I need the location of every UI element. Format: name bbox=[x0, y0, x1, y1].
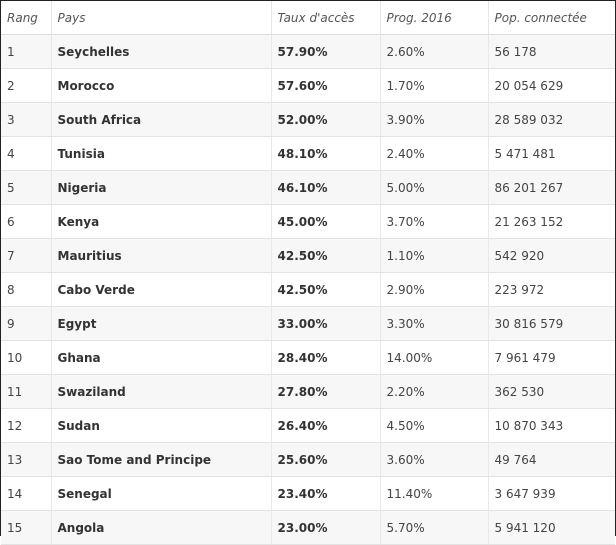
progression-cell: 5.00% bbox=[380, 170, 489, 205]
connected-population-cell: 30 816 579 bbox=[488, 306, 615, 341]
access-rate-cell: 23.40% bbox=[271, 476, 381, 511]
access-rate-cell: 57.60% bbox=[271, 68, 381, 103]
connected-population-cell: 223 972 bbox=[488, 272, 615, 307]
table-row: 14 Senegal 23.40% 11.40% 3 647 939 bbox=[1, 476, 615, 511]
table-row: 15 Angola 23.00% 5.70% 5 941 120 bbox=[1, 510, 615, 545]
header-connected-population: Pop. connectée bbox=[488, 1, 615, 35]
country-cell: Kenya bbox=[51, 204, 272, 239]
country-cell: Sudan bbox=[51, 408, 272, 443]
country-cell: Senegal bbox=[51, 476, 272, 511]
progression-cell: 2.40% bbox=[380, 136, 489, 171]
connected-population-cell: 5 941 120 bbox=[488, 510, 615, 545]
rank-cell: 1 bbox=[1, 34, 52, 69]
access-rate-cell: 45.00% bbox=[271, 204, 381, 239]
connected-population-cell: 3 647 939 bbox=[488, 476, 615, 511]
country-cell: Cabo Verde bbox=[51, 272, 272, 307]
table-row: 2 Morocco 57.60% 1.70% 20 054 629 bbox=[1, 68, 615, 103]
connected-population-cell: 86 201 267 bbox=[488, 170, 615, 205]
table-row: 10 Ghana 28.40% 14.00% 7 961 479 bbox=[1, 340, 615, 375]
table-row: 4 Tunisia 48.10% 2.40% 5 471 481 bbox=[1, 136, 615, 171]
progression-cell: 2.90% bbox=[380, 272, 489, 307]
country-cell: Swaziland bbox=[51, 374, 272, 409]
table-row: 13 Sao Tome and Principe 25.60% 3.60% 49 764 bbox=[1, 442, 615, 477]
connected-population-cell: 20 054 629 bbox=[488, 68, 615, 103]
access-rate-cell: 28.40% bbox=[271, 340, 381, 375]
country-cell: Mauritius bbox=[51, 238, 272, 273]
table-body: 1 Seychelles 57.90% 2.60% 56 178 2 Morocco 57.6… bbox=[1, 34, 615, 545]
rank-cell: 8 bbox=[1, 272, 52, 307]
rank-cell: 11 bbox=[1, 374, 52, 409]
connected-population-cell: 28 589 032 bbox=[488, 102, 615, 137]
header-access-rate: Taux d'accès bbox=[271, 1, 381, 35]
connected-population-cell: 362 530 bbox=[488, 374, 615, 409]
rank-cell: 7 bbox=[1, 238, 52, 273]
access-rate-cell: 48.10% bbox=[271, 136, 381, 171]
progression-cell: 4.50% bbox=[380, 408, 489, 443]
table-row: 7 Mauritius 42.50% 1.10% 542 920 bbox=[1, 238, 615, 273]
access-rate-cell: 52.00% bbox=[271, 102, 381, 137]
connected-population-cell: 10 870 343 bbox=[488, 408, 615, 443]
country-cell: Tunisia bbox=[51, 136, 272, 171]
access-rate-cell: 23.00% bbox=[271, 510, 381, 545]
rank-cell: 13 bbox=[1, 442, 52, 477]
connected-population-cell: 542 920 bbox=[488, 238, 615, 273]
connected-population-cell: 49 764 bbox=[488, 442, 615, 477]
access-rate-cell: 26.40% bbox=[271, 408, 381, 443]
connected-population-cell: 56 178 bbox=[488, 34, 615, 69]
progression-cell: 5.70% bbox=[380, 510, 489, 545]
progression-cell: 11.40% bbox=[380, 476, 489, 511]
rank-cell: 14 bbox=[1, 476, 52, 511]
connected-population-cell: 21 263 152 bbox=[488, 204, 615, 239]
access-rate-cell: 27.80% bbox=[271, 374, 381, 409]
table-row: 1 Seychelles 57.90% 2.60% 56 178 bbox=[1, 34, 615, 69]
access-rate-cell: 46.10% bbox=[271, 170, 381, 205]
country-cell: Angola bbox=[51, 510, 272, 545]
table-row: 3 South Africa 52.00% 3.90% 28 589 032 bbox=[1, 102, 615, 137]
rank-cell: 10 bbox=[1, 340, 52, 375]
rank-cell: 2 bbox=[1, 68, 52, 103]
access-rate-cell: 42.50% bbox=[271, 272, 381, 307]
table-row: 8 Cabo Verde 42.50% 2.90% 223 972 bbox=[1, 272, 615, 307]
connected-population-cell: 7 961 479 bbox=[488, 340, 615, 375]
progression-cell: 2.20% bbox=[380, 374, 489, 409]
access-rate-cell: 33.00% bbox=[271, 306, 381, 341]
header-country: Pays bbox=[51, 1, 272, 35]
progression-cell: 2.60% bbox=[380, 34, 489, 69]
country-cell: Nigeria bbox=[51, 170, 272, 205]
progression-cell: 3.70% bbox=[380, 204, 489, 239]
country-cell: Sao Tome and Principe bbox=[51, 442, 272, 477]
rank-cell: 9 bbox=[1, 306, 52, 341]
access-rate-cell: 25.60% bbox=[271, 442, 381, 477]
rank-cell: 6 bbox=[1, 204, 52, 239]
rank-cell: 5 bbox=[1, 170, 52, 205]
rank-cell: 15 bbox=[1, 510, 52, 545]
table-row: 12 Sudan 26.40% 4.50% 10 870 343 bbox=[1, 408, 615, 443]
progression-cell: 1.10% bbox=[380, 238, 489, 273]
progression-cell: 14.00% bbox=[380, 340, 489, 375]
header-progression-2016: Prog. 2016 bbox=[380, 1, 489, 35]
rank-cell: 3 bbox=[1, 102, 52, 137]
table-row: 5 Nigeria 46.10% 5.00% 86 201 267 bbox=[1, 170, 615, 205]
progression-cell: 1.70% bbox=[380, 68, 489, 103]
header-rank: Rang bbox=[1, 1, 52, 35]
country-cell: Seychelles bbox=[51, 34, 272, 69]
table-row: 6 Kenya 45.00% 3.70% 21 263 152 bbox=[1, 204, 615, 239]
progression-cell: 3.60% bbox=[380, 442, 489, 477]
country-cell: Morocco bbox=[51, 68, 272, 103]
country-cell: Egypt bbox=[51, 306, 272, 341]
access-rate-cell: 57.90% bbox=[271, 34, 381, 69]
table-row: 11 Swaziland 27.80% 2.20% 362 530 bbox=[1, 374, 615, 409]
access-rate-cell: 42.50% bbox=[271, 238, 381, 273]
progression-cell: 3.90% bbox=[380, 102, 489, 137]
table-header-row: Rang Pays Taux d'accès Prog. 2016 Pop. c… bbox=[1, 1, 615, 35]
country-cell: Ghana bbox=[51, 340, 272, 375]
progression-cell: 3.30% bbox=[380, 306, 489, 341]
country-cell: South Africa bbox=[51, 102, 272, 137]
rank-cell: 12 bbox=[1, 408, 52, 443]
rank-cell: 4 bbox=[1, 136, 52, 171]
connected-population-cell: 5 471 481 bbox=[488, 136, 615, 171]
table-row: 9 Egypt 33.00% 3.30% 30 816 579 bbox=[1, 306, 615, 341]
